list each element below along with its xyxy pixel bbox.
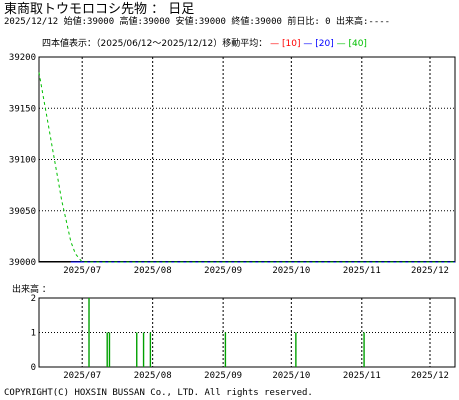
volume-x-tick-label: 2025/12 <box>411 371 449 381</box>
price-y-tick-label: 39200 <box>9 53 36 63</box>
legend-ma40: — [40] <box>337 39 367 49</box>
price-y-tick-label: 39000 <box>9 258 36 268</box>
price-y-tick-label: 39050 <box>9 207 36 217</box>
price-x-tick-label: 2025/07 <box>63 266 101 276</box>
legend-ma20: — [20] <box>303 39 333 49</box>
price-y-tick-label: 39150 <box>9 104 36 114</box>
price-y-tick-label: 39100 <box>9 156 36 166</box>
page-title: 東商取トウモロコシ先物 ： 日足 <box>4 2 195 17</box>
volume-x-tick-label: 2025/09 <box>204 371 242 381</box>
legend-ma40-dash: — <box>336 39 346 49</box>
volume-y-tick-label: 2 <box>31 294 36 304</box>
legend-label: 四本値表示：（2025/06/12〜2025/12/12）移動平均： <box>42 39 268 49</box>
price-panel: 39000 39050 39100 39150 39200 2025/07 2025/08 2… <box>9 53 456 276</box>
legend-ma20-dash: — <box>303 39 313 49</box>
ohlc-info: 2025/12/12 始値:39000 高値:39000 安値:39000 終値… <box>4 17 391 27</box>
legend-ma40-label: [40] <box>348 39 367 49</box>
volume-y-tick-label: 1 <box>31 329 36 339</box>
price-x-tick-label: 2025/08 <box>134 266 172 276</box>
volume-panel: 0 1 2 2025/07 2025/08 2025/09 2025/10 2025/11 20… <box>31 294 456 381</box>
volume-x-tick-label: 2025/08 <box>134 371 172 381</box>
volume-y-tick-label: 0 <box>31 363 36 373</box>
price-x-tick-label: 2025/10 <box>272 266 310 276</box>
legend-ma10-label: [10] <box>282 39 301 49</box>
volume-x-tick-label: 2025/07 <box>63 371 101 381</box>
price-x-tick-label: 2025/12 <box>411 266 449 276</box>
volume-x-tick-label: 2025/10 <box>272 371 310 381</box>
copyright: COPYRIGHT(C) HOXSIN BUSSAN Co., LTD. All… <box>4 388 313 398</box>
legend-ma10-dash: — <box>270 39 280 49</box>
ma-line-40 <box>38 72 455 263</box>
legend-ma20-label: [20] <box>315 39 334 49</box>
legend-ma10: — [10] <box>270 39 300 49</box>
price-x-tick-label: 2025/09 <box>204 266 242 276</box>
volume-label: 出来高 ： <box>12 283 51 295</box>
price-x-tick-label: 2025/11 <box>343 266 381 276</box>
legend: 四本値表示：（2025/06/12〜2025/12/12）移動平均： — [10… <box>42 40 367 49</box>
volume-x-tick-label: 2025/11 <box>343 371 381 381</box>
